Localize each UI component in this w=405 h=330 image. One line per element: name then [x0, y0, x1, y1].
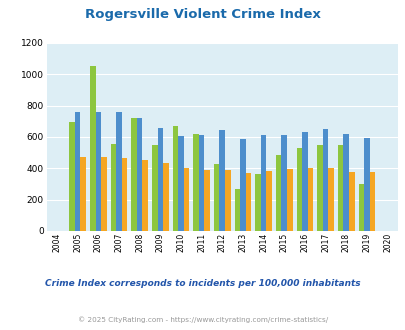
Bar: [369, 172, 374, 231]
Bar: [193, 134, 198, 231]
Bar: [234, 189, 240, 231]
Bar: [281, 135, 286, 231]
Bar: [80, 157, 86, 231]
Bar: [286, 169, 292, 231]
Bar: [131, 118, 136, 231]
Bar: [157, 128, 163, 231]
Bar: [183, 168, 189, 231]
Bar: [75, 112, 80, 231]
Bar: [266, 171, 271, 231]
Bar: [116, 112, 121, 231]
Bar: [245, 173, 251, 231]
Bar: [110, 144, 116, 231]
Bar: [328, 168, 333, 231]
Text: Crime Index corresponds to incidents per 100,000 inhabitants: Crime Index corresponds to incidents per…: [45, 279, 360, 288]
Bar: [213, 164, 219, 231]
Bar: [90, 66, 95, 231]
Bar: [204, 170, 209, 231]
Bar: [178, 136, 183, 231]
Bar: [122, 158, 127, 231]
Bar: [198, 135, 204, 231]
Bar: [172, 126, 178, 231]
Bar: [275, 155, 281, 231]
Bar: [224, 170, 230, 231]
Bar: [358, 184, 363, 231]
Bar: [136, 118, 142, 231]
Bar: [316, 145, 322, 231]
Bar: [219, 130, 224, 231]
Text: © 2025 CityRating.com - https://www.cityrating.com/crime-statistics/: © 2025 CityRating.com - https://www.city…: [78, 317, 327, 323]
Bar: [322, 129, 328, 231]
Bar: [95, 112, 101, 231]
Bar: [296, 148, 301, 231]
Bar: [255, 174, 260, 231]
Bar: [343, 134, 348, 231]
Bar: [101, 157, 107, 231]
Bar: [163, 163, 168, 231]
Bar: [69, 122, 75, 231]
Bar: [301, 132, 307, 231]
Bar: [151, 145, 157, 231]
Bar: [307, 168, 313, 231]
Bar: [240, 139, 245, 231]
Text: Rogersville Violent Crime Index: Rogersville Violent Crime Index: [85, 8, 320, 21]
Bar: [348, 172, 354, 231]
Bar: [142, 159, 148, 231]
Bar: [260, 135, 266, 231]
Bar: [363, 138, 369, 231]
Bar: [337, 145, 343, 231]
